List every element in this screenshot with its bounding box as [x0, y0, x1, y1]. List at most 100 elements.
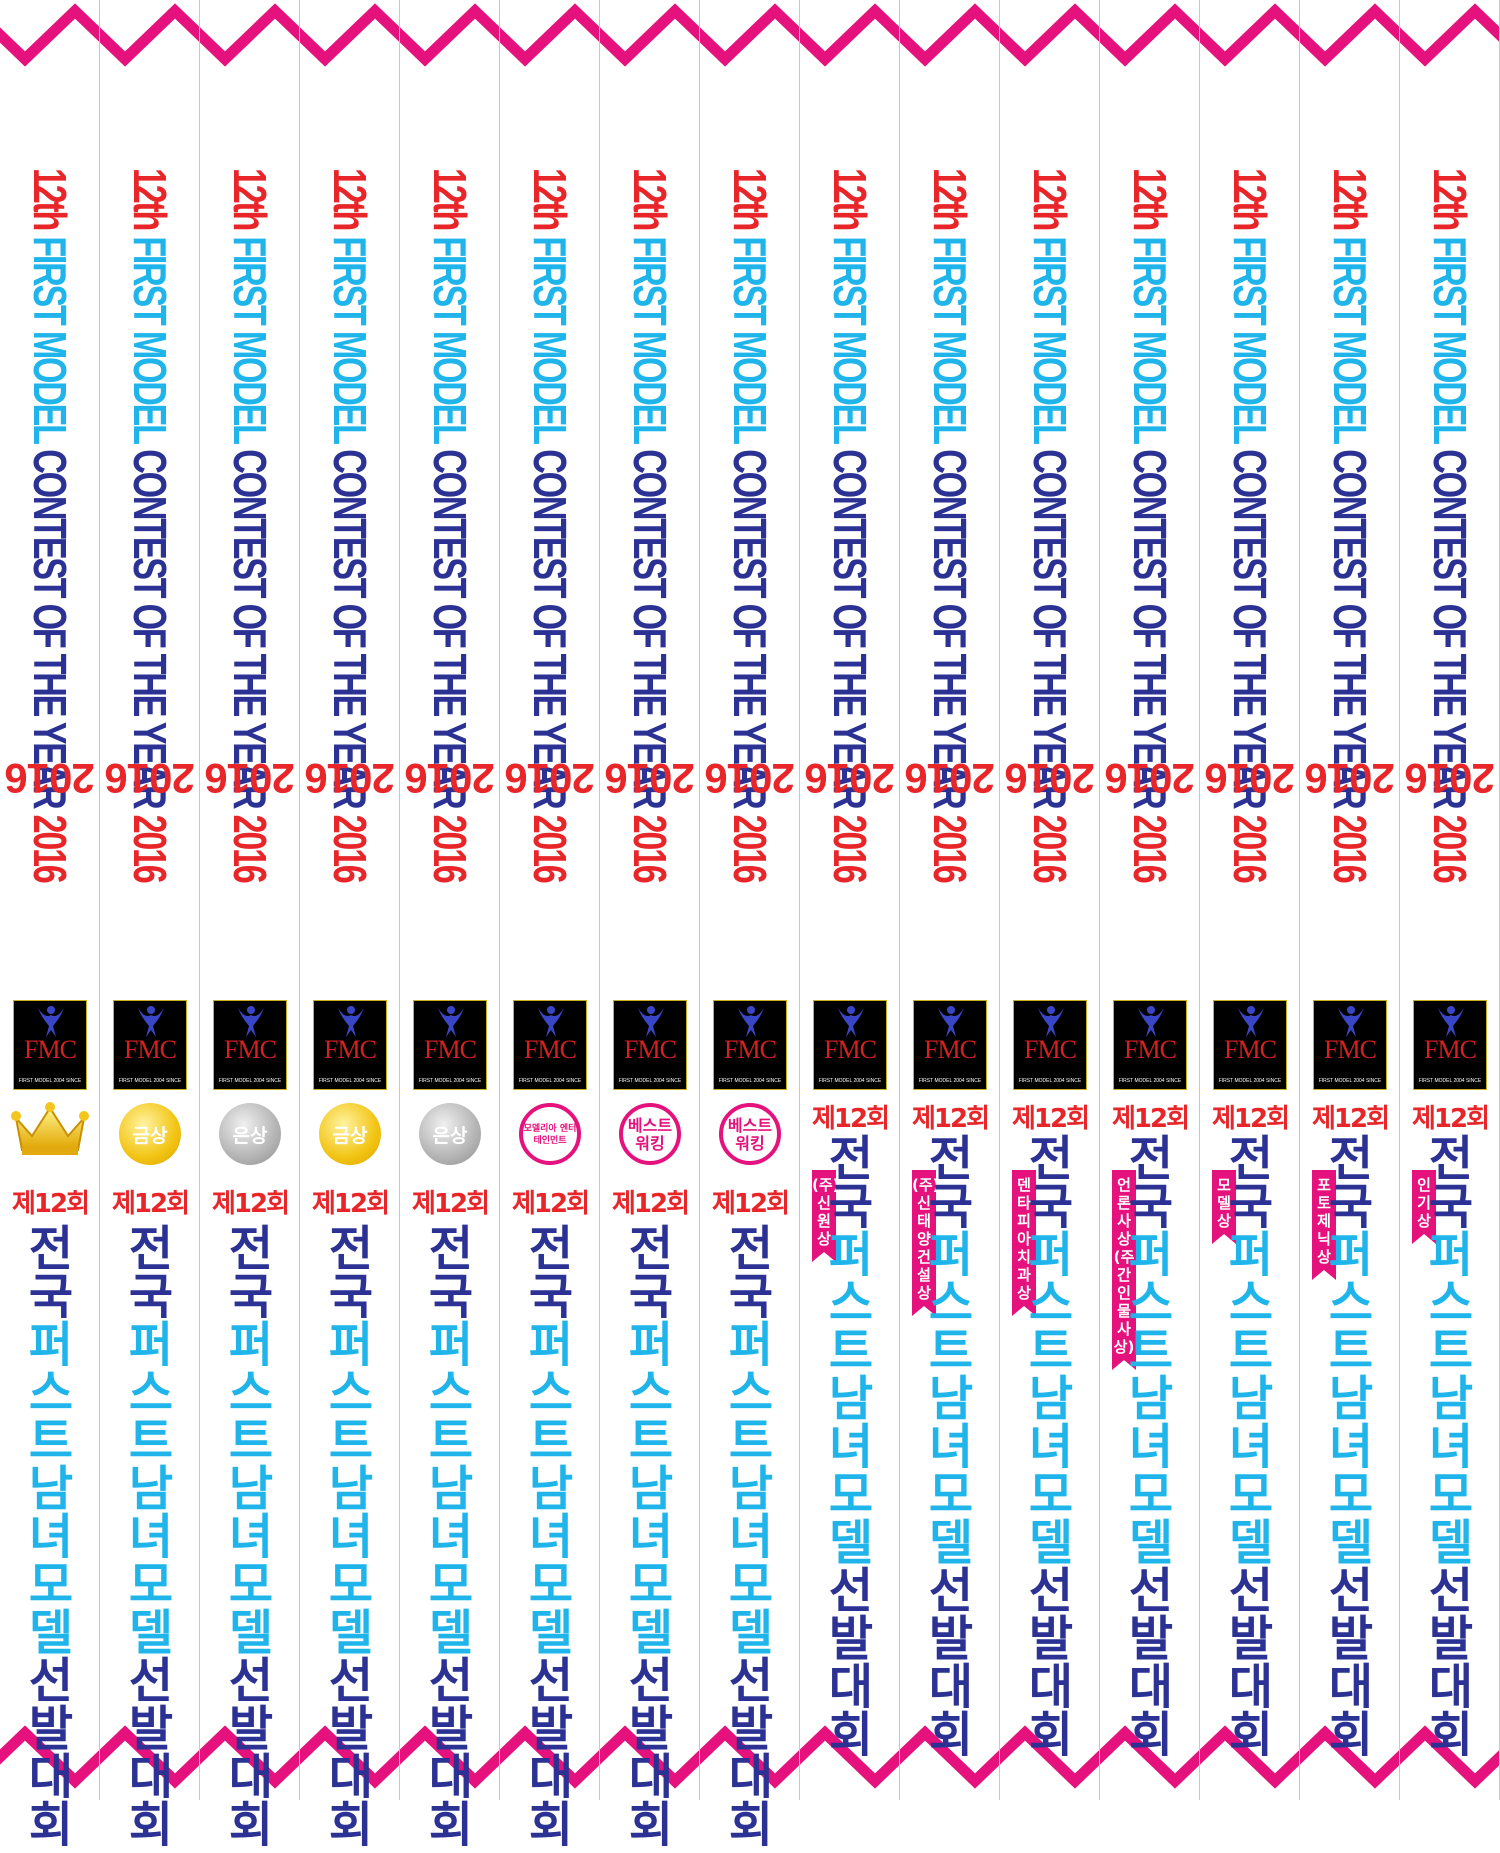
- figure-icon: [1138, 1006, 1164, 1037]
- top-zigzag-border: [0, 3, 1500, 67]
- fmc-logo: FMC FIRST MODEL 2004 SINCE: [213, 1000, 287, 1090]
- fmc-logo: FMC FIRST MODEL 2004 SINCE: [313, 1000, 387, 1090]
- figure-icon: [338, 1006, 364, 1037]
- title-edition: 12th: [824, 168, 876, 230]
- logo-text: FMC: [1324, 1035, 1377, 1064]
- sash-8: 12th FIRST MODEL CONTEST OF THE YEAR 201…: [700, 0, 800, 1849]
- logo-text: FMC: [824, 1035, 877, 1064]
- figure-icon: [1038, 1006, 1064, 1037]
- title-first-model: FIRST MODEL: [1424, 236, 1476, 443]
- fmc-logo: FMC FIRST MODEL 2004 SINCE: [13, 1000, 87, 1090]
- edition-label: 제12회: [511, 1189, 590, 1219]
- title-first-model: FIRST MODEL: [524, 236, 576, 443]
- title-first-model: FIRST MODEL: [1124, 236, 1176, 443]
- title-first-model: FIRST MODEL: [924, 236, 976, 443]
- edition-label: 제12회: [411, 1189, 490, 1219]
- edition-label: 제12회: [1211, 1104, 1290, 1134]
- year-inverted: 2016: [205, 755, 295, 802]
- logo-tagline: FIRST MODEL 2004 SINCE: [518, 1078, 582, 1084]
- title-first-model: FIRST MODEL: [1324, 236, 1376, 443]
- year-inverted: 2016: [1205, 755, 1295, 802]
- title-first-model: FIRST MODEL: [24, 236, 76, 443]
- logo-tagline: FIRST MODEL 2004 SINCE: [1018, 1078, 1082, 1084]
- award-medal: 금상: [119, 1103, 181, 1165]
- figure-icon: [1238, 1006, 1264, 1037]
- title-edition: 12th: [724, 168, 776, 230]
- fmc-logo: FMC FIRST MODEL 2004 SINCE: [1313, 1000, 1387, 1090]
- edition-label: 제12회: [711, 1189, 790, 1219]
- award-medal: 은상: [419, 1103, 481, 1165]
- fmc-logo: FMC FIRST MODEL 2004 SINCE: [413, 1000, 487, 1090]
- logo-text: FMC: [1424, 1035, 1477, 1064]
- award-ribbon: 인기상: [1412, 1170, 1436, 1244]
- logo-tagline: FIRST MODEL 2004 SINCE: [1418, 1078, 1482, 1084]
- figure-icon: [738, 1006, 764, 1037]
- sash-10: 12th FIRST MODEL CONTEST OF THE YEAR 201…: [900, 0, 1000, 1800]
- year-inverted: 2016: [605, 755, 695, 802]
- sash-2: 12th FIRST MODEL CONTEST OF THE YEAR 201…: [100, 0, 200, 1849]
- title-first-model: FIRST MODEL: [1224, 236, 1276, 443]
- fmc-logo: FMC FIRST MODEL 2004 SINCE: [713, 1000, 787, 1090]
- award-ribbon: (주) 신원 상: [812, 1170, 836, 1262]
- sash-12: 12th FIRST MODEL CONTEST OF THE YEAR 201…: [1100, 0, 1200, 1800]
- figure-icon: [1338, 1006, 1364, 1037]
- logo-tagline: FIRST MODEL 2004 SINCE: [218, 1078, 282, 1084]
- title-year: 2016: [224, 814, 276, 882]
- logo-tagline: FIRST MODEL 2004 SINCE: [318, 1078, 382, 1084]
- fmc-logo: FMC FIRST MODEL 2004 SINCE: [1013, 1000, 1087, 1090]
- fmc-logo: FMC FIRST MODEL 2004 SINCE: [613, 1000, 687, 1090]
- title-year: 2016: [24, 814, 76, 882]
- sash-3: 12th FIRST MODEL CONTEST OF THE YEAR 201…: [200, 0, 300, 1849]
- figure-icon: [138, 1006, 164, 1037]
- edition-label: 제12회: [911, 1104, 990, 1134]
- logo-tagline: FIRST MODEL 2004 SINCE: [718, 1078, 782, 1084]
- sash-11: 12th FIRST MODEL CONTEST OF THE YEAR 201…: [1000, 0, 1100, 1800]
- title-first-model: FIRST MODEL: [124, 236, 176, 443]
- fmc-logo: FMC FIRST MODEL 2004 SINCE: [1113, 1000, 1187, 1090]
- figure-icon: [438, 1006, 464, 1037]
- award-ribbon: 덴타피아치과 상: [1012, 1170, 1036, 1316]
- figure-icon: [938, 1006, 964, 1037]
- year-inverted: 2016: [805, 755, 895, 802]
- edition-label: 제12회: [811, 1104, 890, 1134]
- edition-label: 제12회: [1011, 1104, 1090, 1134]
- sash-6: 12th FIRST MODEL CONTEST OF THE YEAR 201…: [500, 0, 600, 1849]
- title-edition: 12th: [1124, 168, 1176, 230]
- title-first-model: FIRST MODEL: [724, 236, 776, 443]
- logo-tagline: FIRST MODEL 2004 SINCE: [618, 1078, 682, 1084]
- logo-tagline: FIRST MODEL 2004 SINCE: [18, 1078, 82, 1084]
- title-year: 2016: [724, 814, 776, 882]
- title-first-model: FIRST MODEL: [424, 236, 476, 443]
- title-first-model: FIRST MODEL: [624, 236, 676, 443]
- year-inverted: 2016: [1305, 755, 1395, 802]
- title-first-model: FIRST MODEL: [324, 236, 376, 443]
